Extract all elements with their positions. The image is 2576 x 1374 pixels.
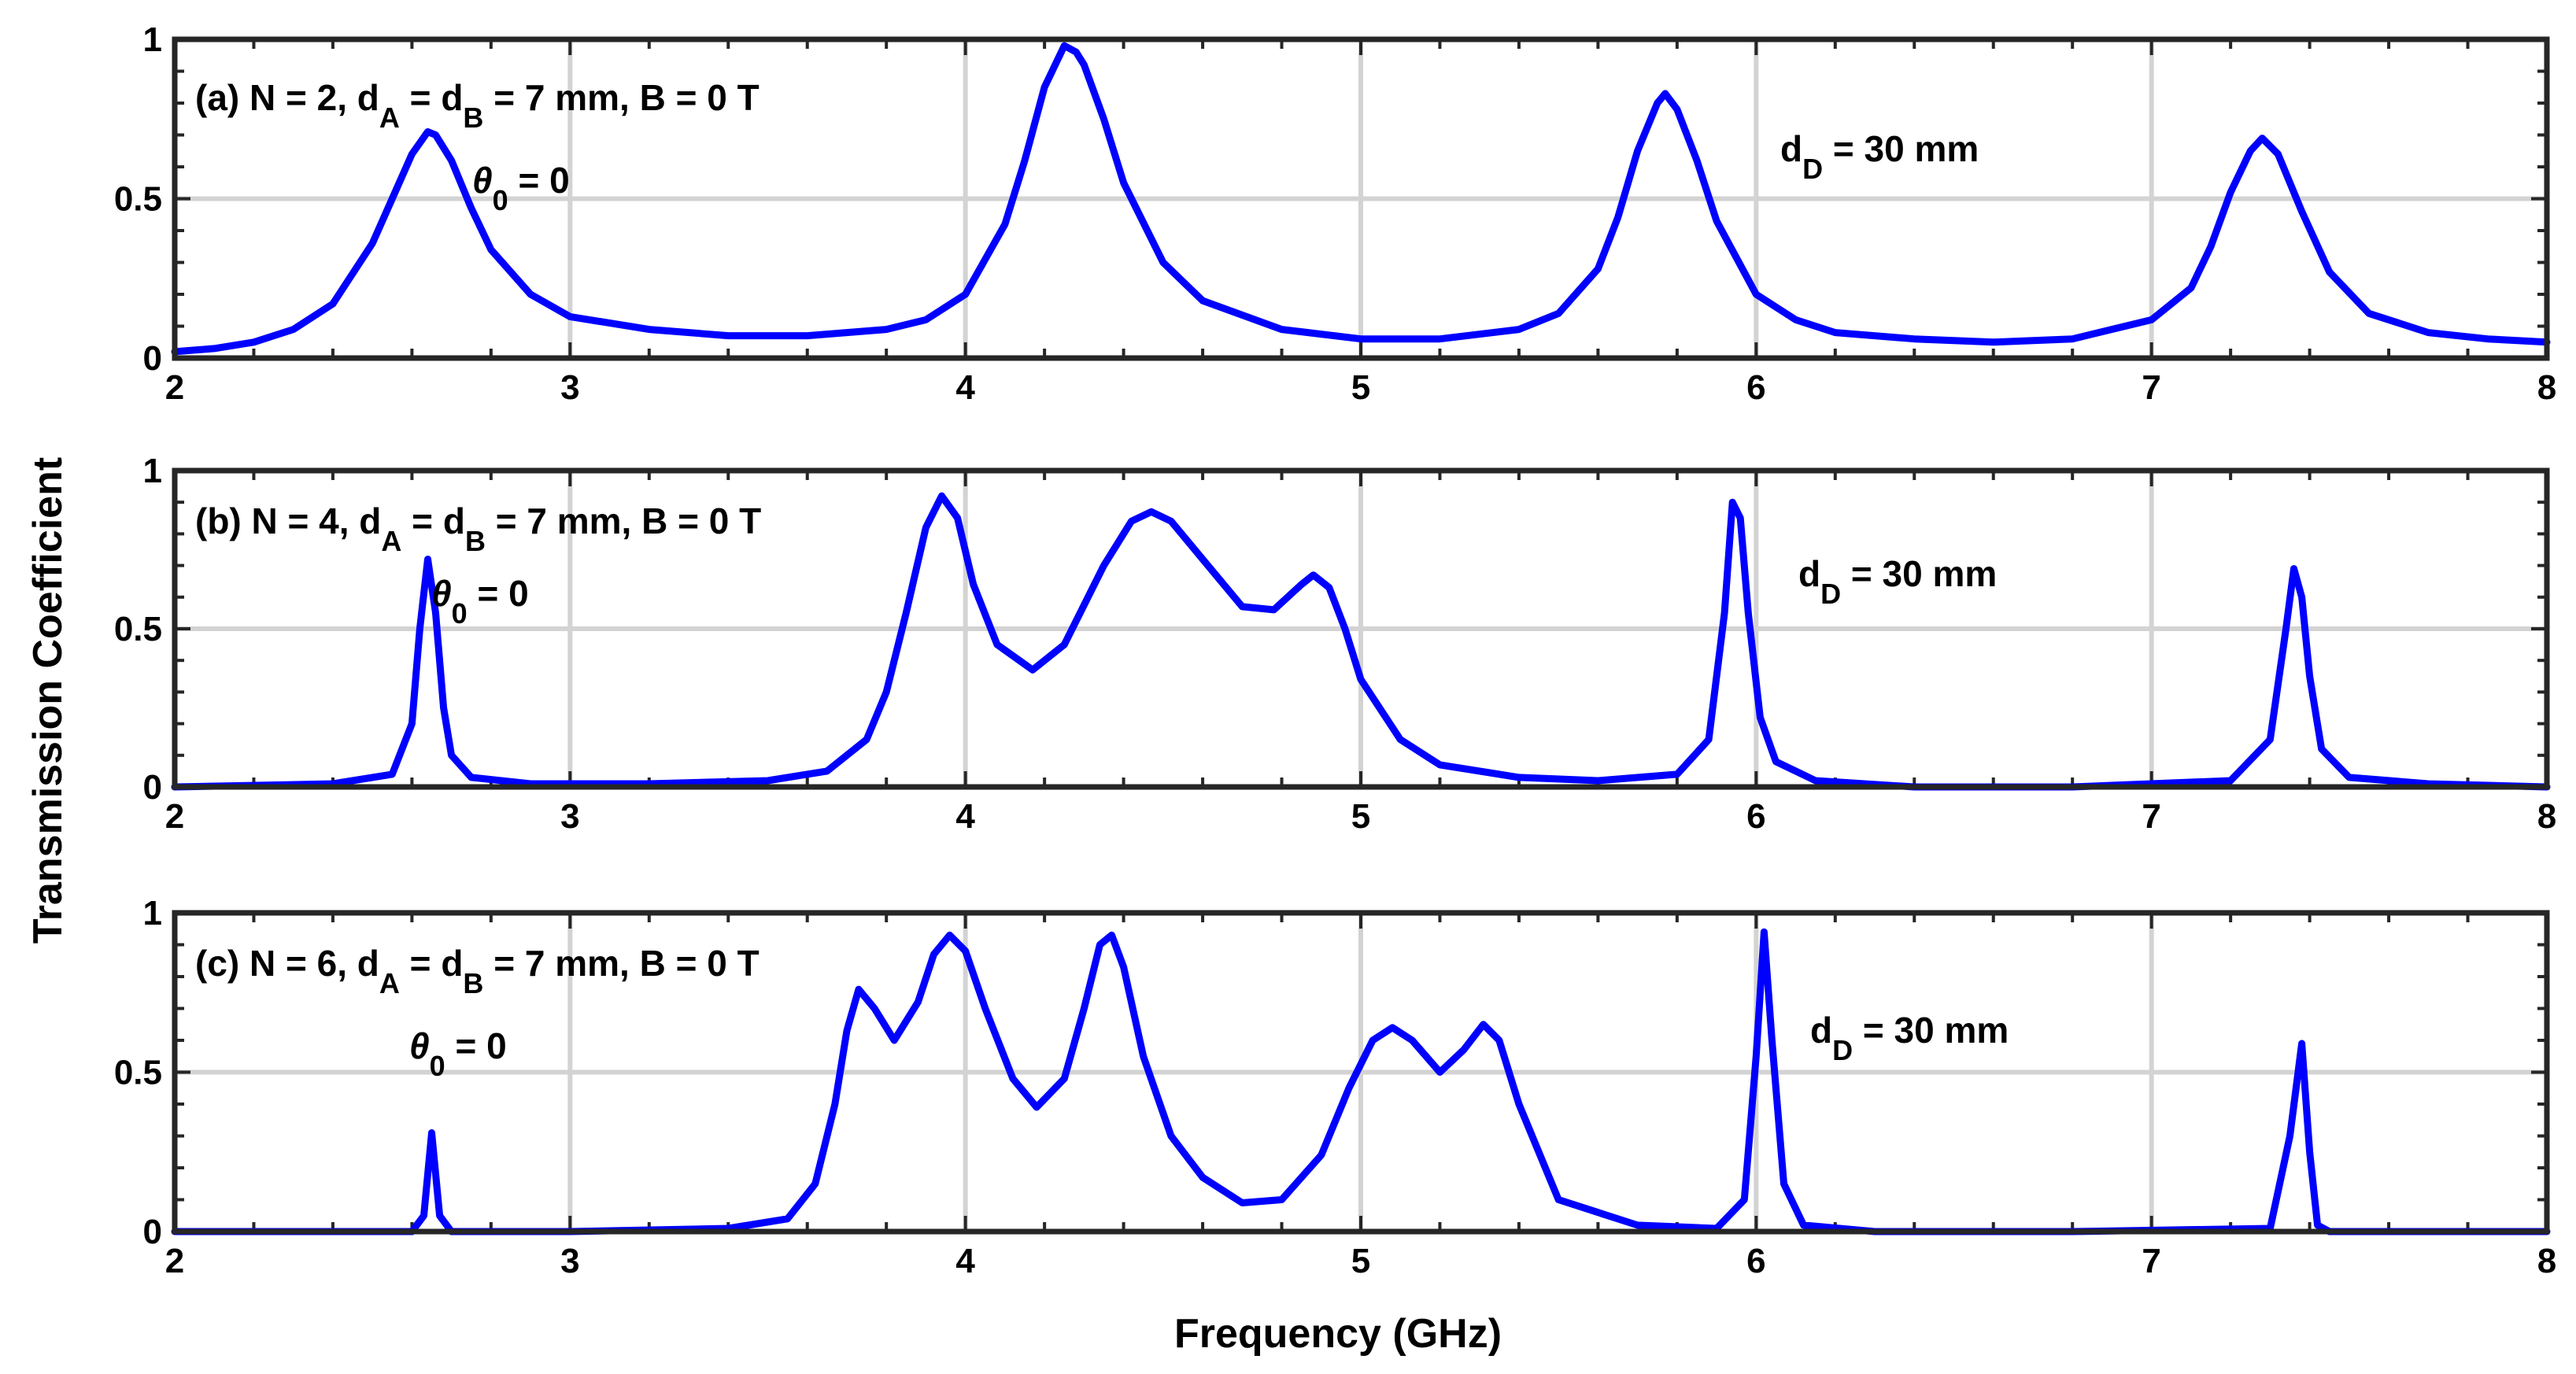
y-tick-label: 0 (143, 1213, 162, 1251)
x-tick-label: 4 (955, 1242, 975, 1280)
x-tick-label: 5 (1351, 797, 1370, 836)
x-tick-label: 7 (2142, 368, 2160, 407)
x-tick-label: 2 (165, 1242, 184, 1280)
x-tick-label: 3 (560, 1242, 579, 1280)
series-line (171, 928, 2551, 1235)
x-axis-label: Frequency (GHz) (1174, 1311, 1502, 1357)
x-tick-label: 2 (165, 797, 184, 836)
y-tick-label: 0 (143, 768, 162, 807)
theta-annotation: θ0 = 0 (472, 160, 570, 216)
x-tick-label: 3 (560, 797, 579, 836)
y-tick-label: 1 (143, 452, 162, 490)
x-tick-label: 4 (955, 368, 975, 407)
panels: 2 3 4 5 6 7 8 0 0.5 1 (a) N = 2, dA = dB = 7 mm, B… (114, 20, 2556, 1280)
x-tick-label: 8 (2537, 368, 2556, 407)
x-tick-label: 5 (1351, 1242, 1370, 1280)
y-tick-label: 0.5 (114, 180, 162, 219)
x-tick-label: 4 (955, 797, 975, 836)
series-line (171, 42, 2551, 356)
x-tick-label: 6 (1746, 1242, 1765, 1280)
theta-annotation: θ0 = 0 (431, 573, 529, 630)
dd-annotation: dD = 30 mm (1810, 1010, 2009, 1066)
x-tick-label: 3 (560, 368, 579, 407)
dd-annotation: dD = 30 mm (1780, 128, 1979, 185)
x-tick-label: 5 (1351, 368, 1370, 407)
panel-annotation: (c) N = 6, dA = dB = 7 mm, B = 0 T (195, 943, 759, 999)
x-tick-label: 6 (1746, 368, 1765, 407)
x-tick-label: 6 (1746, 797, 1765, 836)
x-tick-label: 7 (2142, 1242, 2160, 1280)
dd-annotation: dD = 30 mm (1798, 553, 1997, 610)
panel-b: 2 3 4 5 6 7 8 0 0.5 1 (b) N = 4, dA = dB = 7 mm, B… (114, 452, 2556, 836)
y-tick-label: 1 (143, 894, 162, 933)
panel-annotation: (a) N = 2, dA = dB = 7 mm, B = 0 T (195, 77, 759, 134)
x-tick-label: 8 (2537, 1242, 2556, 1280)
y-tick-label: 0.5 (114, 610, 162, 648)
x-tick-label: 8 (2537, 797, 2556, 836)
axes-box (172, 467, 2550, 790)
panel-annotation: (b) N = 4, dA = dB = 7 mm, B = 0 T (195, 500, 761, 557)
y-axis-label: Transmission Coefficient (25, 457, 71, 944)
y-tick-label: 0.5 (114, 1054, 162, 1092)
x-tick-label: 7 (2142, 797, 2160, 836)
axes-box (172, 910, 2550, 1235)
theta-annotation: θ0 = 0 (409, 1025, 507, 1082)
axes-box (172, 36, 2550, 361)
y-tick-label: 1 (143, 20, 162, 59)
y-tick-label: 0 (143, 339, 162, 378)
x-tick-label: 2 (165, 368, 184, 407)
panel-a: 2 3 4 5 6 7 8 0 0.5 1 (a) N = 2, dA = dB = 7 mm, B… (114, 20, 2556, 407)
panel-c: 2 3 4 5 6 7 8 0 0.5 1 (c) N = 6, dA = dB = 7 mm, B… (114, 894, 2556, 1280)
